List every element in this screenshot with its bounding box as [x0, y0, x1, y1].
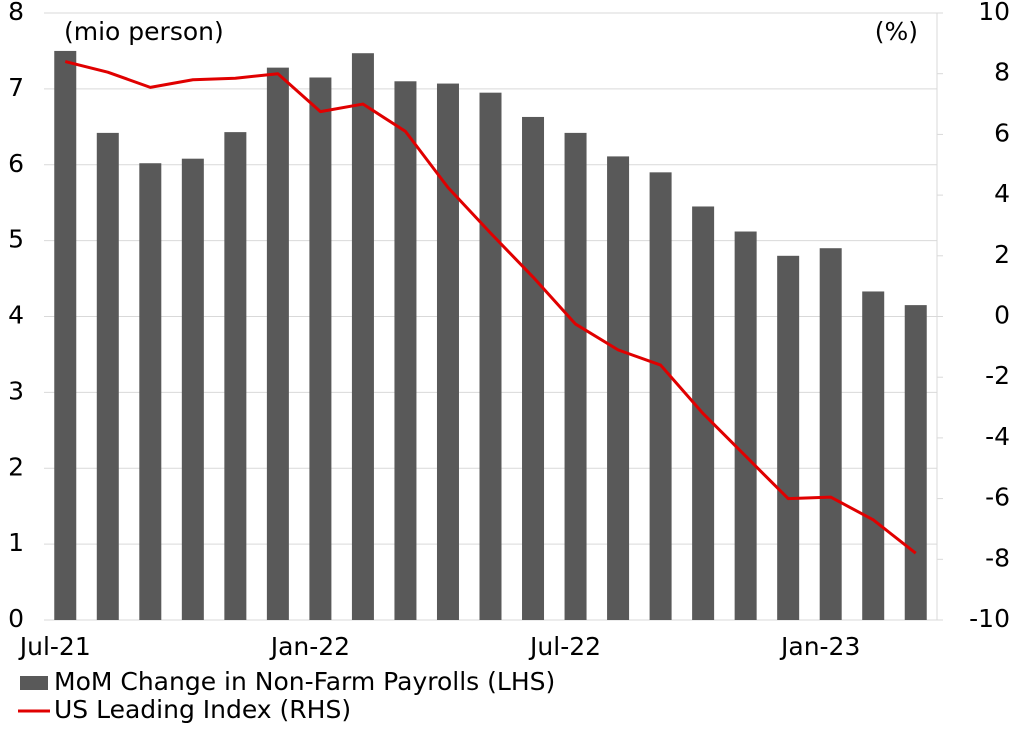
legend-label: US Leading Index (RHS): [54, 695, 351, 724]
bar: [351, 53, 374, 621]
y2-tick-label: 6: [994, 118, 1010, 147]
y-tick-label: 8: [8, 0, 24, 26]
bar: [904, 305, 927, 620]
bar: [181, 158, 204, 620]
x-tick-label: Jul-21: [18, 632, 91, 661]
bar: [522, 116, 545, 620]
y2-tick-label: 8: [994, 58, 1010, 87]
bar: [564, 132, 587, 620]
line: [64, 60, 917, 555]
x-tick-label: Jul-22: [528, 632, 601, 661]
legend-label: MoM Change in Non-Farm Payrolls (LHS): [54, 667, 555, 696]
bar: [436, 83, 459, 621]
bar: [54, 50, 77, 620]
y2-tick-label: -8: [985, 543, 1010, 572]
y2-tick-label: -4: [985, 422, 1010, 451]
bar: [479, 92, 502, 620]
y2-tick-label: 4: [994, 179, 1010, 208]
y2-tick-label: -6: [985, 483, 1010, 512]
y-tick-label: 3: [8, 376, 24, 405]
left-unit: (mio person): [64, 17, 224, 46]
bar: [649, 172, 672, 620]
y-tick-label: 4: [8, 301, 24, 330]
y-tick-label: 2: [8, 452, 24, 481]
bar: [777, 255, 800, 621]
y2-tick-label: 10: [978, 0, 1010, 26]
bar: [266, 67, 289, 620]
y2-tick-label: -2: [985, 361, 1010, 390]
y2-tick-label: -10: [969, 604, 1010, 633]
bar: [394, 81, 417, 621]
y2-tick-label: 0: [994, 301, 1010, 330]
bar: [96, 132, 119, 620]
y-tick-label: 5: [8, 225, 24, 254]
y-tick-label: 1: [8, 528, 24, 557]
x-tick-label: Jan-23: [779, 632, 860, 661]
y-tick-label: 7: [8, 73, 24, 102]
legend-swatch: [20, 676, 48, 690]
bar: [224, 132, 247, 620]
y2-tick-label: 2: [994, 240, 1010, 269]
y-tick-label: 0: [8, 604, 24, 633]
bar: [607, 156, 630, 620]
x-tick-label: Jan-22: [269, 632, 350, 661]
bar: [819, 248, 842, 620]
bar: [862, 291, 885, 620]
bar: [309, 77, 332, 620]
y-tick-label: 6: [8, 149, 24, 178]
right-unit: (%): [875, 17, 918, 46]
bar: [139, 163, 162, 621]
bar: [734, 231, 757, 620]
